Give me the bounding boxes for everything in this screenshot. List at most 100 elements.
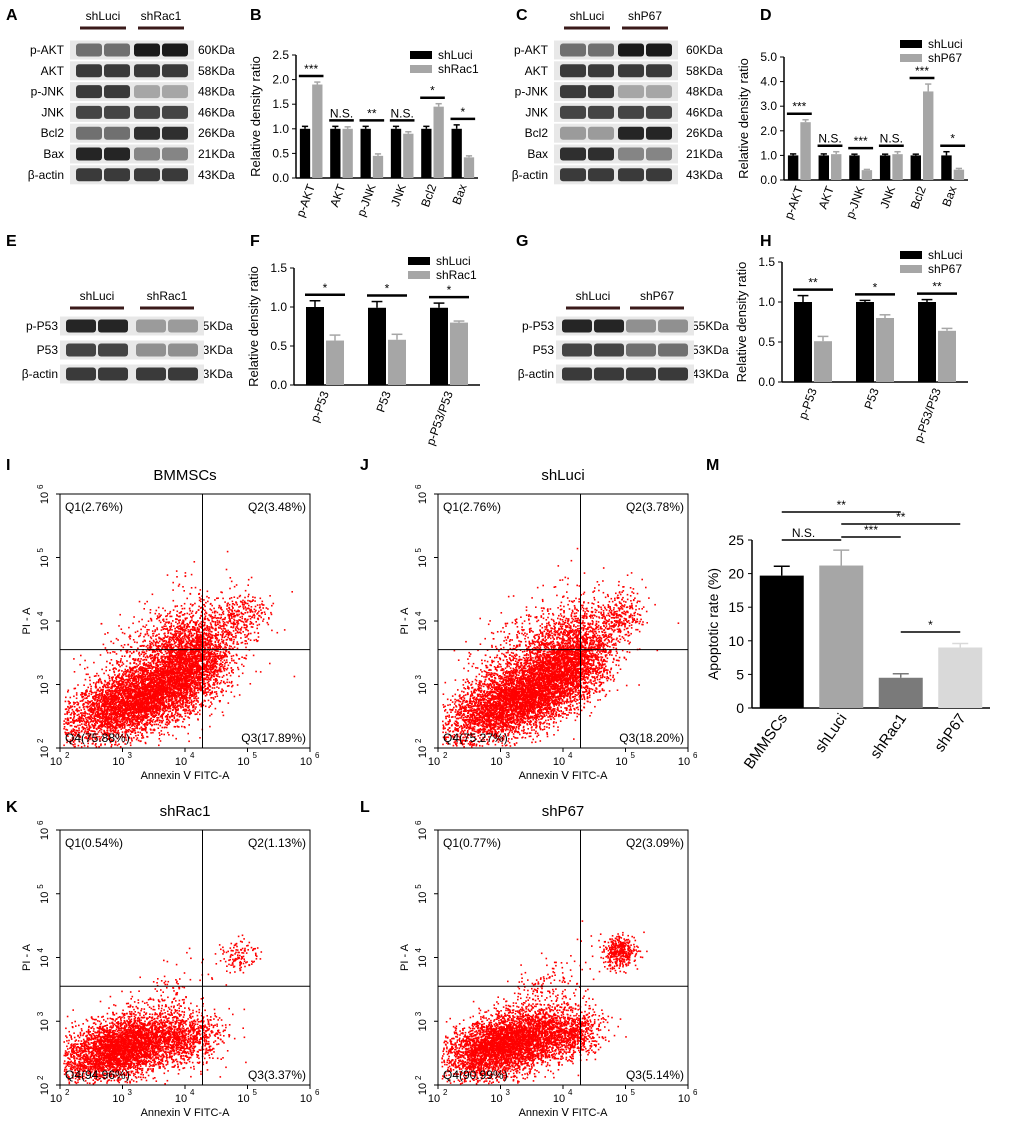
event-dot [175,721,177,723]
event-dot [103,729,105,732]
event-dot [137,695,140,697]
event-dot [128,702,131,705]
event-dot [74,713,76,715]
event-dot [72,744,74,746]
significance-label: ** [808,276,818,290]
event-dot [115,696,118,699]
event-dot [195,706,197,708]
event-dot [105,698,108,701]
event-dot [94,699,96,702]
event-dot [119,700,122,703]
event-dot [139,711,141,714]
legend-label: shLuci [436,254,471,268]
event-dot [111,724,113,726]
event-dot [104,680,107,683]
blot-band [76,126,102,140]
event-dot [124,706,127,709]
event-dot [156,659,159,662]
bar-shluci [306,307,324,385]
event-dot [120,705,123,707]
event-dot [103,699,105,702]
event-dot [166,724,168,726]
event-dot [87,730,89,733]
event-dot [172,708,174,711]
event-dot [144,741,147,744]
event-dot [105,714,108,717]
event-dot [104,694,107,697]
event-dot [106,726,108,728]
event-dot [158,714,160,716]
event-dot [152,731,154,734]
size-label: 53KDa [692,343,729,357]
blot-band [562,343,592,357]
event-dot [127,705,129,708]
protein-label: p-P53 [26,319,58,333]
event-dot [129,709,131,711]
event-dot [132,686,135,688]
event-dot [140,700,143,703]
event-dot [64,708,67,711]
event-dot [129,680,131,682]
event-dot [111,739,114,741]
event-dot [293,675,296,678]
blot-band [560,43,586,57]
blot-band [594,367,624,381]
event-dot [82,728,85,731]
event-dot [108,683,111,685]
event-dot [119,683,121,685]
bar-shp67 [892,154,903,180]
event-dot [103,731,106,734]
event-dot [101,717,104,720]
event-dot [111,687,113,690]
y-axis-label: Relative density ratio [248,56,263,177]
event-dot [114,714,116,716]
event-dot [99,721,101,723]
event-dot [168,704,170,707]
event-dot [69,702,71,704]
event-dot [123,702,125,704]
event-dot [73,703,75,705]
significance-label: *** [304,62,318,76]
event-dot [93,730,95,733]
event-dot [126,718,128,720]
event-dot [98,690,101,693]
blot-band [618,147,644,161]
event-dot [164,723,167,726]
panel-letter-d: D [760,7,772,24]
event-dot [71,708,74,711]
y-tick-label: 1.5 [270,261,287,275]
event-dot [101,694,103,697]
event-dot [117,700,120,703]
bar-shluci [430,307,448,385]
event-dot [111,682,114,685]
event-dot [121,691,124,693]
event-dot [150,732,152,734]
legend-swatch [900,251,922,259]
event-dot [204,695,207,697]
event-dot [138,705,141,707]
event-dot [128,688,131,690]
event-dot [89,690,91,693]
event-dot [151,678,154,681]
event-dot [127,681,129,684]
event-dot [76,729,79,732]
event-dot [169,665,171,668]
event-dot [128,721,131,723]
event-dot [110,710,113,712]
event-dot [129,733,132,735]
event-dot [122,684,124,686]
event-dot [92,710,94,713]
event-dot [154,669,156,672]
blot-band [626,367,656,381]
event-dot [103,708,106,710]
event-dot [131,723,133,725]
event-dot [139,663,141,665]
x-tick-label: P53 [373,389,394,414]
event-dot [132,658,134,660]
event-dot [116,697,118,700]
event-dot [67,706,69,708]
event-dot [164,716,167,718]
y-tick-label: 0.0 [272,171,289,185]
event-dot [72,701,75,704]
event-dot [130,694,133,697]
